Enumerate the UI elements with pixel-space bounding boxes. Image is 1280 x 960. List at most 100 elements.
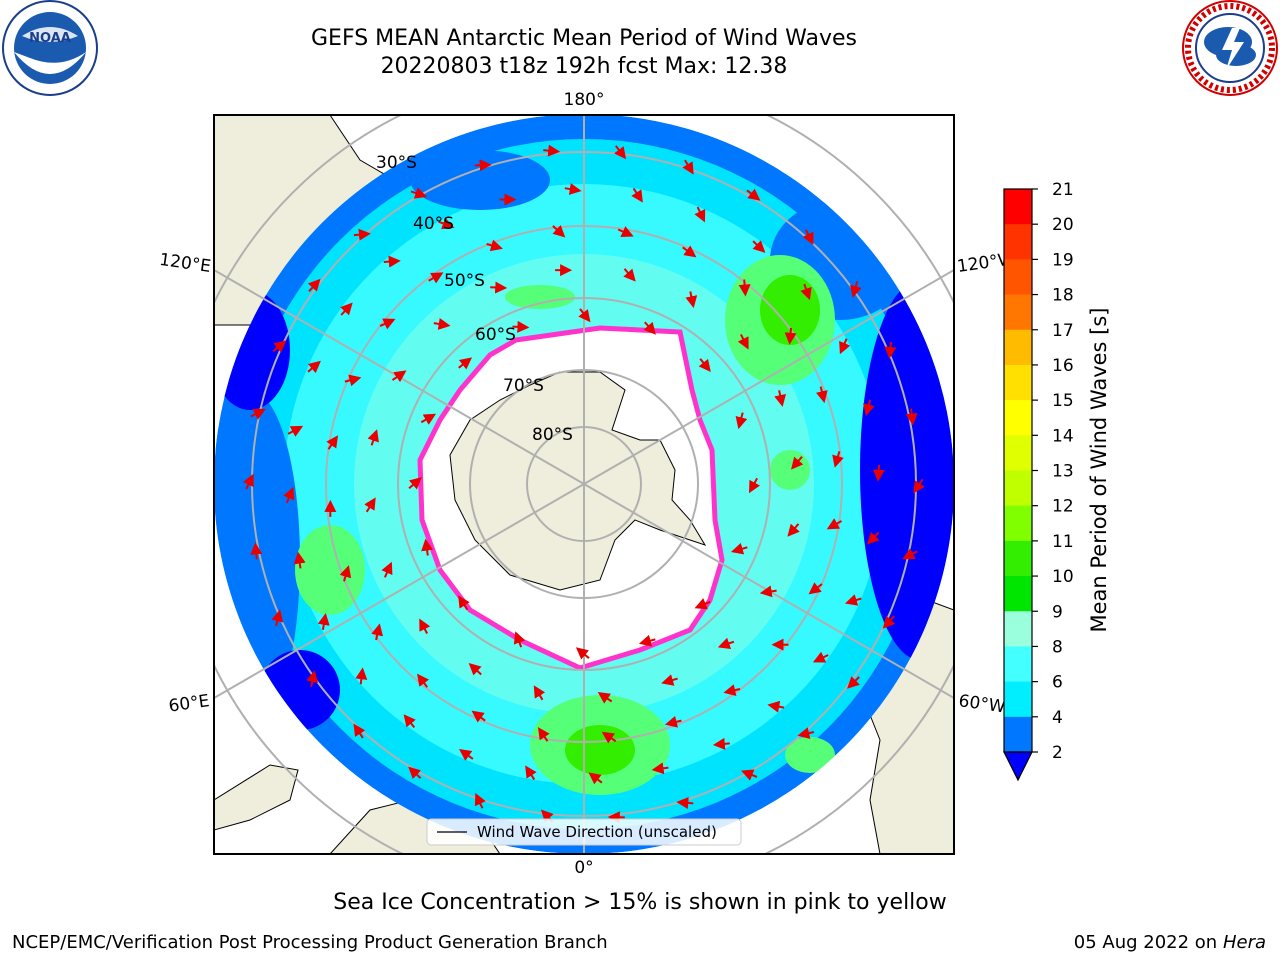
wind-wave-arrow xyxy=(416,673,429,688)
wind-wave-arrow xyxy=(638,634,656,647)
wind-wave-arrow xyxy=(866,531,880,545)
colorbar-band xyxy=(1004,505,1032,542)
wind-wave-arrow xyxy=(391,370,407,383)
wind-wave-arrow xyxy=(682,159,694,175)
map-legend: Wind Wave Direction (unscaled) xyxy=(426,818,742,846)
colorbar-band xyxy=(1004,329,1032,366)
wind-wave-arrow xyxy=(353,228,371,241)
colorbar-tick-label: 4 xyxy=(1052,708,1063,728)
chart-title: GEFS MEAN Antarctic Mean Period of Wind … xyxy=(311,26,857,51)
wind-wave-arrow xyxy=(717,637,735,650)
wind-wave-arrow xyxy=(741,769,758,781)
colorbar-tick-label: 18 xyxy=(1052,286,1074,306)
lat-label-80s: 80°S xyxy=(532,425,573,445)
noaa-logo: NOAA xyxy=(2,0,98,96)
wind-wave-arrow xyxy=(379,318,396,330)
colorbar-tick-label: 6 xyxy=(1052,673,1063,693)
lon-label-60w: 60°W xyxy=(957,691,1006,717)
wind-wave-arrow xyxy=(537,727,550,742)
wind-wave-arrow xyxy=(597,691,613,704)
wind-wave-arrow xyxy=(250,542,263,560)
colorbar-tick-label: 21 xyxy=(1052,180,1074,200)
wind-wave-arrow xyxy=(738,279,751,297)
ice-caption: Sea Ice Concentration > 15% is shown in … xyxy=(333,890,947,915)
wind-wave-arrow xyxy=(712,737,730,750)
lat-label-50s: 50°S xyxy=(444,271,485,291)
wind-wave-arrow xyxy=(272,340,287,353)
wind-wave-arrow xyxy=(832,451,844,468)
wind-wave-arrow xyxy=(651,762,669,775)
wind-wave-arrow xyxy=(631,187,643,203)
colorbar-band xyxy=(1004,470,1032,507)
footer-date-text: 05 Aug 2022 on xyxy=(1073,932,1218,953)
colorbar-band xyxy=(1004,611,1032,647)
wind-wave-arrow xyxy=(802,229,814,245)
wind-wave-arrow xyxy=(317,612,330,630)
wind-wave-arrow xyxy=(459,748,474,761)
wind-wave-arrow xyxy=(433,317,451,330)
wind-wave-arrow xyxy=(438,217,455,230)
wind-wave-arrow xyxy=(525,765,537,781)
wind-wave-arrow xyxy=(543,144,561,157)
footer-date: 05 Aug 2022 on Hera xyxy=(1074,932,1266,953)
wind-wave-arrow xyxy=(339,565,352,582)
wind-wave-arrow xyxy=(468,662,482,676)
lon-label-60e: 60°E xyxy=(167,691,210,716)
wind-wave-arrow xyxy=(287,425,304,437)
wind-wave-arrow xyxy=(307,278,321,292)
wind-wave-arrow xyxy=(271,609,284,627)
wind-wave-arrow xyxy=(371,623,384,641)
wind-wave-arrow xyxy=(797,727,815,739)
colorbar-band xyxy=(1004,716,1032,753)
wind-wave-arrow xyxy=(791,456,804,470)
nws-logo xyxy=(1182,0,1278,96)
wind-wave-arrow xyxy=(419,618,431,634)
wind-wave-arrow xyxy=(839,338,851,355)
wind-wave-arrow xyxy=(326,435,339,450)
wind-wave-arrow xyxy=(664,715,682,728)
wind-wave-arrow xyxy=(723,684,741,696)
wind-wave-arrow xyxy=(306,670,319,687)
wind-wave-arrow xyxy=(364,497,376,513)
wind-wave-arrow xyxy=(564,183,582,195)
wind-wave-arrow xyxy=(486,239,503,252)
wind-wave-arrow xyxy=(421,538,434,556)
wind-wave-arrow xyxy=(847,676,860,689)
colorbar-tick-label: 12 xyxy=(1052,497,1074,517)
wind-wave-arrow xyxy=(767,700,785,713)
colorbar-band xyxy=(1004,435,1032,471)
wind-wave-arrow xyxy=(643,321,656,335)
wind-wave-arrow xyxy=(759,585,777,598)
colorbar-band xyxy=(1004,189,1032,225)
wind-wave-arrow xyxy=(458,357,473,370)
lon-label-120e: 120°E xyxy=(158,250,212,277)
lat-label-60s: 60°S xyxy=(475,325,516,345)
wind-wave-arrow xyxy=(533,685,546,701)
wind-wave-arrow xyxy=(752,240,766,253)
wind-wave-arrow xyxy=(826,518,842,530)
colorbar-tick-label: 14 xyxy=(1052,426,1074,446)
colorbar-band xyxy=(1004,576,1032,612)
wind-wave-arrow xyxy=(863,399,875,417)
wind-wave-arrow xyxy=(353,723,366,739)
colorbar-extend-triangle xyxy=(1003,751,1033,782)
wind-wave-arrow xyxy=(905,408,918,426)
wind-wave-arrow xyxy=(367,429,379,446)
wind-wave-arrow xyxy=(800,283,812,301)
wind-wave-arrow xyxy=(344,374,362,387)
colorbar-band xyxy=(1004,294,1032,331)
wind-wave-arrow xyxy=(458,595,470,611)
wind-wave-arrow xyxy=(623,268,636,282)
colorbar-tick-label: 13 xyxy=(1052,462,1074,482)
wind-wave-arrow xyxy=(307,360,321,374)
colorbar-band xyxy=(1004,540,1032,577)
wind-wave-arrow xyxy=(614,145,627,160)
wind-wave-arrow xyxy=(340,302,353,316)
colorbar-tick-label: 8 xyxy=(1052,637,1063,657)
wind-wave-arrow xyxy=(242,473,254,490)
footer-host: Hera xyxy=(1222,932,1266,953)
wind-wave-arrow xyxy=(698,358,711,373)
footer-credit: NCEP/EMC/Verification Post Processing Pr… xyxy=(12,932,608,953)
wind-wave-arrow xyxy=(408,477,422,490)
